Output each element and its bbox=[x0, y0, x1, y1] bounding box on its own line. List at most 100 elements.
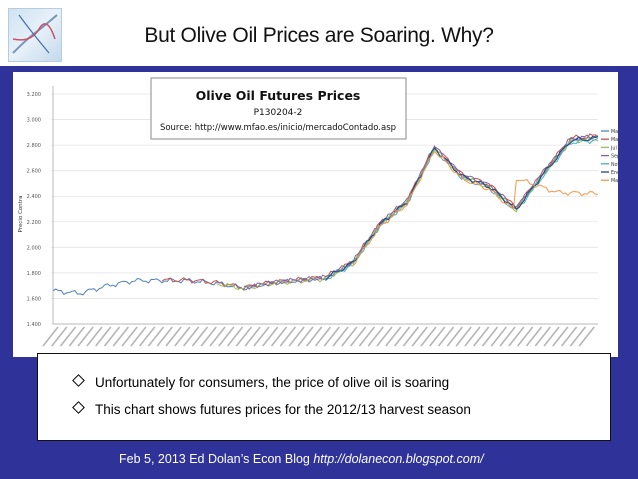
slide-footer: Feb 5, 2013 Ed Dolan’s Econ Blog http://… bbox=[119, 452, 484, 466]
x-tick-label bbox=[393, 326, 411, 347]
x-tick-label bbox=[464, 326, 481, 347]
y-tick-label: 1.800 bbox=[27, 271, 41, 277]
legend-entry: Jul 13 bbox=[610, 145, 618, 151]
y-tick-label: 2.000 bbox=[27, 245, 41, 251]
bullet-box: Unfortunately for consumers, the price o… bbox=[37, 353, 611, 441]
series-line-mar-14 bbox=[352, 150, 598, 266]
x-tick-label bbox=[165, 326, 182, 347]
x-tick-label bbox=[543, 326, 560, 347]
x-tick-label bbox=[218, 326, 235, 347]
legend-entry: May 13 bbox=[611, 137, 618, 143]
x-tick-label bbox=[183, 326, 200, 347]
bullet-item-2: This chart shows futures prices for the … bbox=[72, 401, 471, 417]
legend-entry: Ene 14 bbox=[611, 170, 618, 176]
legend-entry: Sep 13 bbox=[611, 154, 618, 160]
y-tick-label: 1.400 bbox=[27, 322, 41, 328]
x-tick-label bbox=[209, 326, 226, 347]
y-tick-label: 3.200 bbox=[27, 92, 41, 98]
chart-title-box bbox=[150, 77, 407, 140]
y-tick-label: 2.200 bbox=[27, 220, 41, 226]
x-tick-label bbox=[121, 326, 138, 347]
x-tick-label bbox=[174, 326, 191, 347]
series-line-sep-13 bbox=[243, 134, 599, 290]
x-tick-label bbox=[226, 326, 244, 347]
x-tick-label bbox=[306, 326, 323, 347]
bullet-item-1: Unfortunately for consumers, the price o… bbox=[72, 374, 450, 390]
series-line-mar-13 bbox=[52, 135, 599, 296]
slide-title: But Olive Oil Prices are Soaring. Why? bbox=[144, 24, 494, 47]
x-tick-label bbox=[139, 326, 156, 347]
chart-image: 1.400 1.600 1.800 2.000 2.200 2.400 2.600 2.800… bbox=[13, 72, 629, 357]
chart-subtitle: P130204-2 bbox=[254, 108, 303, 118]
legend-entry: Mar 14 bbox=[611, 178, 618, 184]
legend-entry: Nov 13 bbox=[611, 162, 618, 168]
x-tick-label bbox=[332, 326, 349, 347]
footer-link[interactable]: http://dolanecon.blogspot.com/ bbox=[313, 452, 484, 466]
x-tick-label bbox=[297, 326, 314, 347]
x-tick-label bbox=[86, 326, 103, 347]
x-tick-label bbox=[455, 326, 472, 347]
x-tick-label bbox=[156, 326, 173, 347]
x-tick-label bbox=[253, 326, 270, 347]
chart-source: Source: http://www.mfao.es/inicio/mercad… bbox=[160, 123, 396, 133]
x-tick-label bbox=[112, 326, 129, 347]
legend-entry: Mar 13 bbox=[611, 129, 618, 135]
x-tick-label bbox=[499, 326, 516, 347]
x-tick-label bbox=[59, 326, 77, 347]
y-tick-label: 2.600 bbox=[27, 169, 41, 175]
slide-header: But Olive Oil Prices are Soaring. Why? bbox=[0, 0, 638, 66]
x-tick-label bbox=[341, 326, 358, 347]
x-tick-label bbox=[350, 326, 367, 347]
x-tick-label bbox=[95, 326, 112, 347]
bullet-text-1: Unfortunately for consumers, the price o… bbox=[95, 375, 450, 390]
y-tick-label: 1.600 bbox=[27, 296, 41, 302]
x-tick-label bbox=[279, 326, 296, 347]
diamond-bullet-icon bbox=[72, 374, 85, 387]
x-tick-label bbox=[517, 326, 534, 347]
blog-logo bbox=[8, 8, 62, 62]
x-tick-label bbox=[244, 326, 261, 347]
x-tick-label bbox=[534, 326, 551, 347]
x-tick-label bbox=[323, 326, 340, 347]
x-tick-label bbox=[420, 326, 437, 347]
x-tick-label bbox=[130, 326, 147, 347]
x-tick-label bbox=[402, 326, 420, 347]
x-tick-label bbox=[270, 326, 288, 347]
x-tick-label bbox=[262, 326, 279, 347]
x-tick-label bbox=[578, 326, 595, 347]
x-tick-label bbox=[473, 326, 490, 347]
x-tick-label bbox=[385, 326, 402, 347]
x-tick-label bbox=[561, 326, 578, 347]
x-tick-label bbox=[481, 326, 499, 347]
y-tick-label: 2.800 bbox=[27, 143, 41, 149]
x-tick-label bbox=[367, 326, 384, 347]
x-tick-label bbox=[429, 326, 446, 347]
logo-swirl-icon bbox=[12, 14, 58, 54]
x-tick-label bbox=[552, 326, 569, 347]
x-tick-label bbox=[147, 326, 165, 347]
x-tick-label bbox=[191, 326, 209, 347]
y-tick-label: 2.400 bbox=[27, 194, 41, 200]
x-tick-label bbox=[508, 326, 525, 347]
x-tick-label bbox=[103, 326, 121, 347]
x-tick-label bbox=[358, 326, 376, 347]
x-tick-label bbox=[235, 326, 253, 347]
x-tick-label bbox=[42, 326, 59, 347]
y-tick-label: 3.000 bbox=[27, 118, 41, 124]
diamond-bullet-icon bbox=[72, 401, 85, 414]
chart-title: Olive Oil Futures Prices bbox=[196, 88, 361, 103]
footer-credit: Feb 5, 2013 Ed Dolan’s Econ Blog bbox=[119, 452, 314, 466]
y-axis-label: Precio Contra bbox=[18, 196, 24, 233]
x-tick-label bbox=[569, 326, 587, 347]
x-tick-label bbox=[200, 326, 217, 347]
series-line-jul-13 bbox=[216, 136, 599, 290]
x-tick-label bbox=[525, 326, 543, 347]
x-tick-label bbox=[288, 326, 305, 347]
series-line-may-13 bbox=[161, 133, 599, 291]
x-tick-label bbox=[446, 326, 463, 347]
x-tick-label bbox=[437, 326, 455, 347]
futures-price-chart: 1.400 1.600 1.800 2.000 2.200 2.400 2.600 2.800… bbox=[18, 77, 629, 347]
x-tick-label bbox=[51, 326, 68, 347]
x-tick-label bbox=[376, 326, 393, 347]
x-tick-label bbox=[314, 326, 332, 347]
